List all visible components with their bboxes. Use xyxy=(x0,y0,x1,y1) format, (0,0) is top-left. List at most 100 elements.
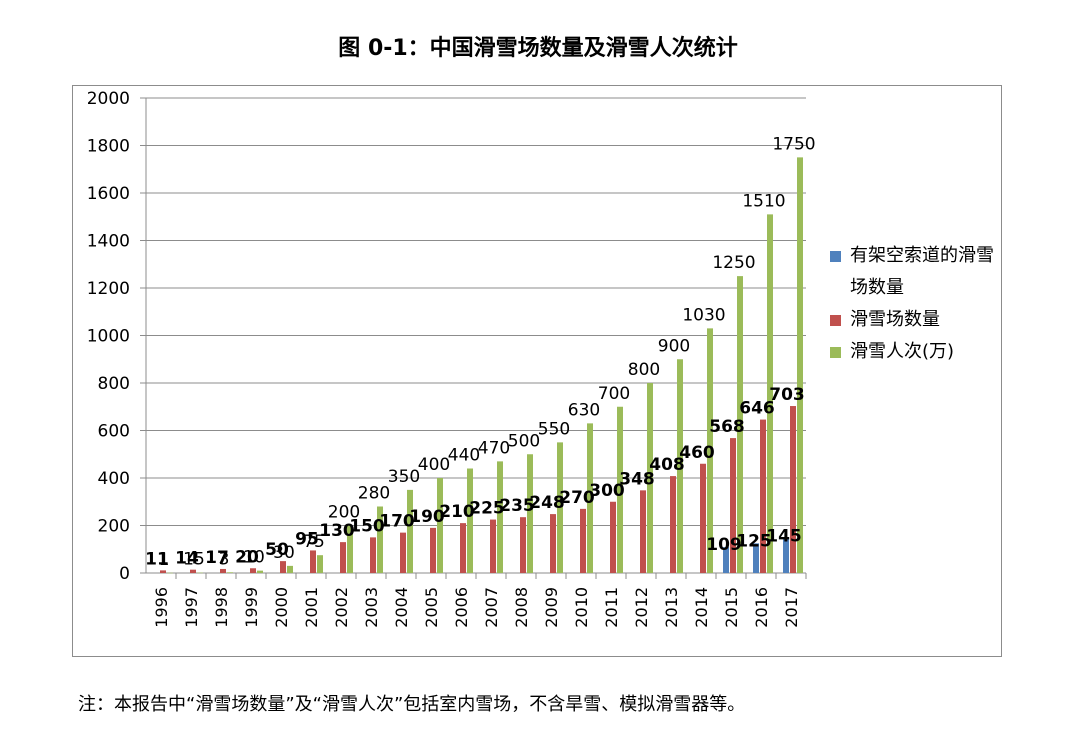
bar-skier-visits xyxy=(197,572,203,574)
data-label-lift-resorts: 109 xyxy=(706,535,742,555)
data-label-skier-visits: 1750 xyxy=(772,134,815,154)
data-label-skier-visits: 280 xyxy=(358,484,390,504)
bar-ski-resorts xyxy=(490,519,496,573)
data-label-ski-resorts: 646 xyxy=(739,399,775,419)
legend-label: 滑雪人次(万) xyxy=(850,341,955,362)
data-label-skier-visits: 400 xyxy=(418,455,450,475)
data-label-ski-resorts: 225 xyxy=(469,499,505,519)
bar-skier-visits xyxy=(497,461,503,573)
bar-ski-resorts xyxy=(760,419,766,573)
data-label-skier-visits: 350 xyxy=(388,467,420,487)
data-label-ski-resorts: 348 xyxy=(619,469,655,489)
data-label-skier-visits: 200 xyxy=(328,503,360,523)
bar-ski-resorts xyxy=(400,532,406,573)
bar-skier-visits xyxy=(587,423,593,573)
data-label-ski-resorts: 150 xyxy=(349,516,385,536)
bar-ski-resorts xyxy=(370,537,376,573)
bar-lift-resorts xyxy=(753,543,759,573)
bar-ski-resorts xyxy=(790,406,796,573)
data-label-ski-resorts: 568 xyxy=(709,417,745,437)
bar-skier-visits xyxy=(527,454,533,573)
x-tick-label: 2012 xyxy=(632,587,651,628)
bar-ski-resorts xyxy=(610,501,616,573)
data-label-skier-visits: 800 xyxy=(628,360,660,380)
y-tick-label: 200 xyxy=(98,517,130,537)
data-label-skier-visits: 10 xyxy=(243,548,265,568)
data-label-skier-visits: 900 xyxy=(658,336,690,356)
legend-item: 有架空索道的滑雪场数量 xyxy=(830,240,1005,304)
bar-ski-resorts xyxy=(700,463,706,573)
data-label-skier-visits: 700 xyxy=(598,384,630,404)
legend-swatch xyxy=(830,347,841,358)
x-tick-label: 2011 xyxy=(602,587,621,628)
legend-label: 滑雪场数量 xyxy=(850,309,940,330)
bar-skier-visits xyxy=(347,525,353,573)
y-tick-label: 1400 xyxy=(87,232,130,252)
data-label-ski-resorts: 17 xyxy=(205,548,229,568)
y-tick-label: 400 xyxy=(98,469,130,489)
bar-skier-visits xyxy=(707,328,713,573)
x-tick-label: 2004 xyxy=(392,587,411,628)
legend-swatch xyxy=(830,315,841,326)
data-label-ski-resorts: 20 xyxy=(235,547,259,567)
bar-skier-visits xyxy=(167,572,173,574)
bar-skier-visits xyxy=(227,572,233,573)
y-tick-label: 2000 xyxy=(87,89,130,109)
legend-item: 滑雪场数量 xyxy=(830,304,1005,336)
bar-skier-visits xyxy=(767,214,773,573)
data-label-ski-resorts: 95 xyxy=(295,529,319,549)
bar-skier-visits xyxy=(407,489,413,573)
data-label-skier-visits: 3 xyxy=(219,549,230,569)
x-tick-label: 1996 xyxy=(152,587,171,628)
chart-title: 图 0-1：中国滑雪场数量及滑雪人次统计 xyxy=(338,36,738,61)
bar-skier-visits xyxy=(677,359,683,573)
bar-skier-visits xyxy=(647,383,653,573)
bar-ski-resorts xyxy=(580,508,586,573)
x-tick-label: 2001 xyxy=(302,587,321,628)
bar-skier-visits xyxy=(437,478,443,573)
data-label-skier-visits: 550 xyxy=(538,419,570,439)
data-label-skier-visits: 500 xyxy=(508,431,540,451)
bar-ski-resorts xyxy=(430,527,436,573)
y-tick-label: 1000 xyxy=(87,327,130,347)
data-label-ski-resorts: 460 xyxy=(679,443,715,463)
bar-ski-resorts xyxy=(160,570,166,573)
bar-ski-resorts xyxy=(670,476,676,573)
bar-skier-visits xyxy=(557,442,563,573)
data-label-ski-resorts: 270 xyxy=(559,488,595,508)
bar-ski-resorts xyxy=(520,517,526,573)
data-label-ski-resorts: 300 xyxy=(589,481,625,501)
bar-ski-resorts xyxy=(220,568,226,573)
legend-item: 滑雪人次(万) xyxy=(830,336,1005,368)
x-tick-label: 2002 xyxy=(332,587,351,628)
data-label-ski-resorts: 703 xyxy=(769,385,805,405)
x-tick-label: 2015 xyxy=(722,587,741,628)
x-tick-label: 2013 xyxy=(662,587,681,628)
y-tick-label: 1800 xyxy=(87,137,130,157)
data-label-skier-visits: 1250 xyxy=(712,253,755,273)
x-tick-label: 2007 xyxy=(482,587,501,628)
data-label-ski-resorts: 210 xyxy=(439,502,475,522)
data-label-ski-resorts: 170 xyxy=(379,512,415,532)
bar-skier-visits xyxy=(317,555,323,573)
data-label-ski-resorts: 130 xyxy=(319,521,355,541)
x-tick-label: 2016 xyxy=(752,587,771,628)
x-tick-label: 2005 xyxy=(422,587,441,628)
data-label-skier-visits: 1030 xyxy=(682,305,725,325)
y-tick-label: 1200 xyxy=(87,279,130,299)
x-tick-label: 2003 xyxy=(362,587,381,628)
bar-ski-resorts xyxy=(550,514,556,573)
data-label-ski-resorts: 190 xyxy=(409,507,445,527)
x-tick-label: 2009 xyxy=(542,587,561,628)
data-label-ski-resorts: 11 xyxy=(145,549,169,569)
x-tick-label: 2006 xyxy=(452,587,471,628)
data-label-skier-visits: 1 xyxy=(159,550,170,570)
legend-label: 有架空索道的滑雪场数量 xyxy=(850,245,994,298)
bar-ski-resorts xyxy=(460,523,466,573)
bar-ski-resorts xyxy=(310,550,316,573)
bar-ski-resorts xyxy=(250,568,256,573)
data-label-skier-visits: 75 xyxy=(303,532,325,552)
data-label-ski-resorts: 408 xyxy=(649,455,685,475)
chart-legend: 有架空索道的滑雪场数量滑雪场数量滑雪人次(万) xyxy=(830,240,1005,368)
data-label-skier-visits: 440 xyxy=(448,446,480,466)
